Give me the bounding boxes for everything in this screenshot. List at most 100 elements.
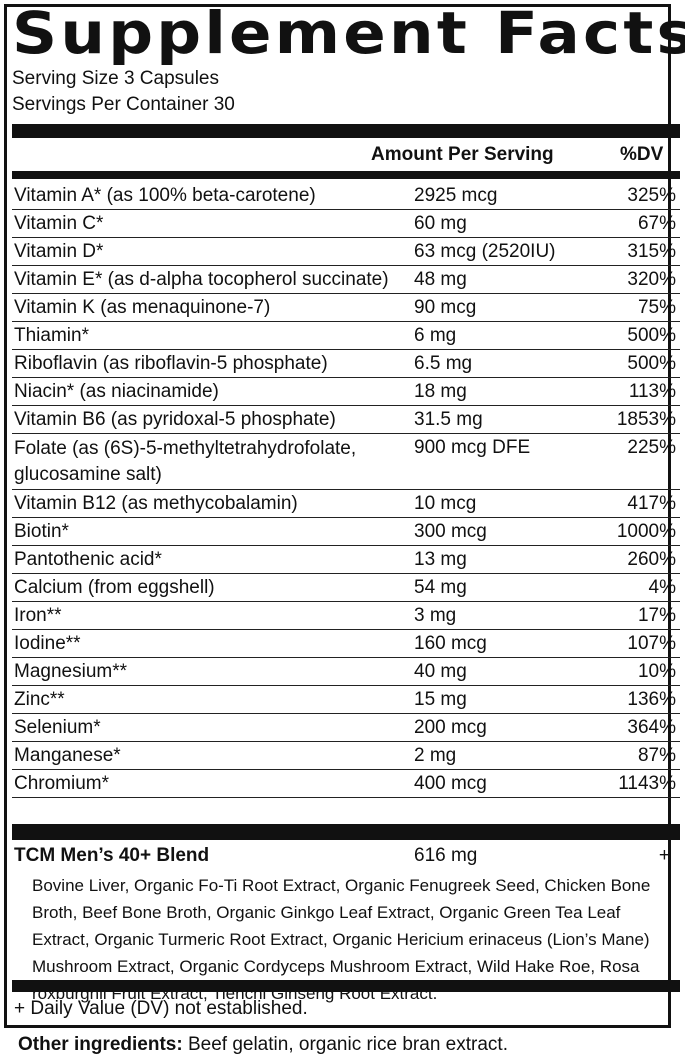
nutrient-name: Vitamin E* (as d-alpha tocopherol succin… <box>14 269 389 290</box>
nutrient-row: Riboflavin (as riboflavin-5 phosphate) 6.… <box>12 350 680 378</box>
nutrient-row: Iron** 3 mg 17% <box>12 602 680 630</box>
nutrient-name: Vitamin A* (as 100% beta-carotene) <box>14 185 316 206</box>
nutrient-name: Vitamin B12 (as methycobalamin) <box>14 493 298 514</box>
nutrient-row: Folate (as (6S)-5-methyltetrahydrofolate… <box>12 434 680 490</box>
nutrient-name: Biotin* <box>14 521 69 542</box>
nutrient-row: Iodine** 160 mcg 107% <box>12 630 680 658</box>
nutrient-amount: 6.5 mg <box>414 353 473 374</box>
nutrient-row: Manganese* 2 mg 87% <box>12 742 680 770</box>
nutrient-dv: 113% <box>628 381 676 402</box>
nutrient-table: Vitamin A* (as 100% beta-carotene) 2925 m… <box>12 182 680 798</box>
nutrient-name: Calcium (from eggshell) <box>14 577 215 598</box>
nutrient-dv: 4% <box>648 577 676 598</box>
nutrient-row: Selenium* 200 mcg 364% <box>12 714 680 742</box>
thick-divider-top <box>12 124 680 138</box>
thick-divider-bottom <box>12 980 680 992</box>
nutrient-amount: 54 mg <box>414 577 467 598</box>
nutrient-amount: 60 mg <box>414 213 467 234</box>
nutrient-amount: 90 mcg <box>414 297 477 318</box>
nutrient-row: Vitamin B6 (as pyridoxal-5 phosphate) 31.… <box>12 406 680 434</box>
nutrient-name: Riboflavin (as riboflavin-5 phosphate) <box>14 353 328 374</box>
nutrient-row: Zinc** 15 mg 136% <box>12 686 680 714</box>
nutrient-name: Iron** <box>14 605 62 626</box>
nutrient-row: Vitamin C* 60 mg 67% <box>12 210 680 238</box>
nutrient-name: Zinc** <box>14 689 65 710</box>
nutrient-row: Thiamin* 6 mg 500% <box>12 322 680 350</box>
nutrient-amount: 200 mcg <box>414 717 487 738</box>
nutrient-dv: 225% <box>627 437 676 458</box>
nutrient-dv: 17% <box>637 605 676 626</box>
nutrient-dv: 67% <box>637 213 676 234</box>
nutrient-row: Pantothenic acid* 13 mg 260% <box>12 546 680 574</box>
nutrient-name: Manganese* <box>14 745 121 766</box>
nutrient-dv: 320% <box>627 269 676 290</box>
nutrient-amount: 300 mcg <box>414 521 487 542</box>
nutrient-name: Niacin* (as niacinamide) <box>14 381 219 402</box>
nutrient-name: Vitamin D* <box>14 241 104 262</box>
nutrient-amount: 15 mg <box>414 689 467 710</box>
nutrient-amount: 6 mg <box>414 325 457 346</box>
nutrient-dv: 500% <box>627 325 676 346</box>
thick-divider-blend <box>12 824 680 840</box>
nutrient-name: Iodine** <box>14 633 81 654</box>
nutrient-amount: 2 mg <box>414 745 457 766</box>
thick-divider-header <box>12 171 680 179</box>
nutrient-dv: 87% <box>637 745 676 766</box>
blend-name: TCM Men’s 40+ Blend <box>14 845 210 866</box>
nutrient-name: Vitamin K (as menaquinone-7) <box>14 297 271 318</box>
nutrient-row: Vitamin E* (as d-alpha tocopherol succin… <box>12 266 680 294</box>
nutrient-dv: 107% <box>627 633 676 654</box>
nutrient-amount: 48 mg <box>414 269 467 290</box>
nutrient-row: Chromium* 400 mcg 1143% <box>12 770 680 798</box>
nutrient-dv: 260% <box>627 549 676 570</box>
blend-amount: 616 mg <box>414 845 478 866</box>
nutrient-row: Vitamin K (as menaquinone-7) 90 mcg 75% <box>12 294 680 322</box>
nutrient-amount: 160 mcg <box>414 633 487 654</box>
nutrient-dv: 500% <box>627 353 676 374</box>
nutrient-dv: 325% <box>627 185 676 206</box>
other-ingredients-label: Other ingredients: <box>18 1034 183 1055</box>
nutrient-name: Folate (as (6S)-5-methyltetrahydrofolate… <box>14 438 357 485</box>
nutrient-dv: 315% <box>627 241 676 262</box>
nutrient-name: Magnesium** <box>14 661 127 682</box>
nutrient-amount: 13 mg <box>414 549 467 570</box>
nutrient-amount: 63 mcg (2520IU) <box>414 241 556 262</box>
panel-title: Supplement Facts <box>12 0 685 67</box>
nutrient-name: Vitamin B6 (as pyridoxal-5 phosphate) <box>14 409 336 430</box>
other-ingredients: Other ingredients: Beef gelatin, organic… <box>18 1034 508 1056</box>
nutrient-name: Selenium* <box>14 717 101 738</box>
nutrient-dv: 417% <box>627 493 676 514</box>
nutrient-row: Vitamin A* (as 100% beta-carotene) 2925 m… <box>12 182 680 210</box>
nutrient-name: Thiamin* <box>14 325 89 346</box>
nutrient-amount: 10 mcg <box>414 493 477 514</box>
nutrient-dv: 1143% <box>618 773 676 794</box>
nutrient-amount: 2925 mcg <box>414 185 498 206</box>
nutrient-dv: 364% <box>627 717 676 738</box>
nutrient-amount: 31.5 mg <box>414 409 483 430</box>
nutrient-row: Vitamin D* 63 mcg (2520IU) 315% <box>12 238 680 266</box>
nutrient-row: Magnesium** 40 mg 10% <box>12 658 680 686</box>
dv-header: %DV <box>620 144 664 165</box>
amount-header: Amount Per Serving <box>371 144 554 165</box>
serving-size: Serving Size 3 Capsules <box>12 68 219 89</box>
nutrient-row: Calcium (from eggshell) 54 mg 4% <box>12 574 680 602</box>
footnote: + Daily Value (DV) not established. <box>14 998 308 1019</box>
nutrient-name: Chromium* <box>14 773 110 794</box>
nutrient-dv: 10% <box>637 661 676 682</box>
blend-row: TCM Men’s 40+ Blend 616 mg + <box>12 845 680 873</box>
blend-dv: + <box>658 845 670 866</box>
servings-per-container: Servings Per Container 30 <box>12 94 235 115</box>
other-ingredients-text: Beef gelatin, organic rice bran extract. <box>182 1034 508 1055</box>
supplement-facts-panel <box>4 4 671 1028</box>
nutrient-row: Vitamin B12 (as methycobalamin) 10 mcg 417… <box>12 490 680 518</box>
nutrient-dv: 1853% <box>616 409 676 430</box>
nutrient-amount: 18 mg <box>414 381 467 402</box>
nutrient-name: Vitamin C* <box>14 213 104 234</box>
nutrient-name: Pantothenic acid* <box>14 549 162 570</box>
nutrient-dv: 75% <box>637 297 676 318</box>
nutrient-amount: 40 mg <box>414 661 467 682</box>
nutrient-amount: 3 mg <box>414 605 457 626</box>
nutrient-dv: 136% <box>627 689 676 710</box>
nutrient-amount: 400 mcg <box>414 773 487 794</box>
nutrient-row: Biotin* 300 mcg 1000% <box>12 518 680 546</box>
